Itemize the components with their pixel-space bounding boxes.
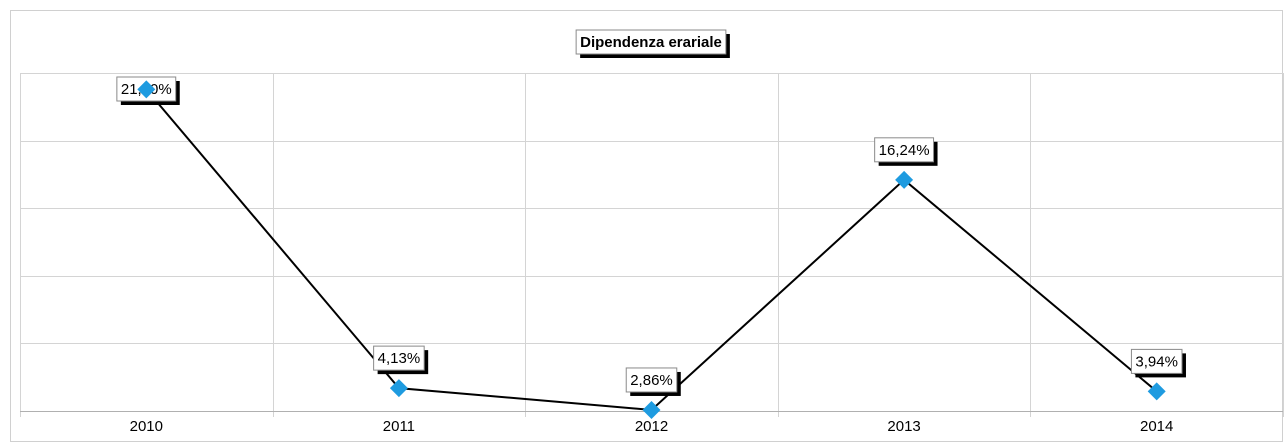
data-label-box (874, 137, 935, 163)
x-tick-label: 2013 (887, 418, 920, 435)
chart-title-box (575, 29, 727, 55)
data-label: 4,13% (378, 350, 421, 367)
marker (642, 400, 661, 419)
data-label: 16,24% (879, 142, 930, 159)
data-label-box (373, 345, 425, 371)
marker (137, 80, 156, 99)
data-label: 2,86% (630, 372, 673, 389)
x-tick-label: 2010 (130, 418, 163, 435)
marker (895, 170, 914, 189)
x-tick-label: 2011 (383, 418, 415, 435)
marker (389, 379, 408, 398)
data-label: 3,94% (1135, 353, 1178, 370)
x-tick-label: 2014 (1140, 418, 1173, 435)
marker (1147, 382, 1166, 401)
x-tick-label: 2012 (635, 418, 668, 435)
chart-title: Dipendenza erariale (580, 34, 722, 51)
data-label-box (625, 367, 678, 393)
data-label-box (1130, 348, 1183, 374)
